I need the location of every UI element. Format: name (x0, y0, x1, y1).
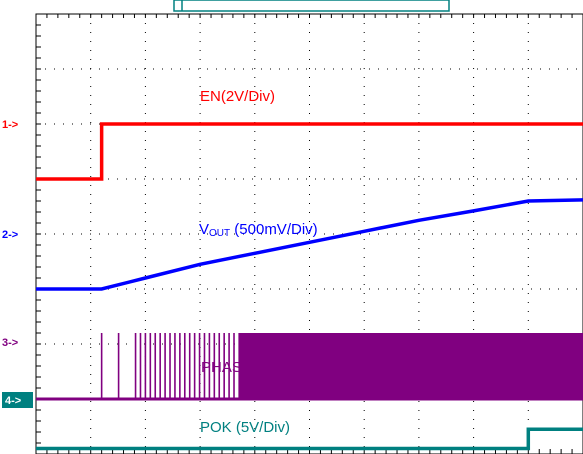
trace-en (36, 122, 583, 181)
trace-labels: EN(2V/Div) VOUT (500mV/Div) PHASE (10V/D… (199, 88, 319, 436)
trace-phase-switching (238, 333, 583, 399)
series-label-en: EN(2V/Div) (200, 88, 275, 105)
series-label-vout: VOUT (500mV/Div) (199, 221, 318, 239)
trace-pok (36, 427, 583, 451)
channel-marker-1: 1-> (2, 119, 18, 131)
channel-marker-2: 2-> (2, 229, 18, 241)
series-label-phase: PHASE (10V/Div) (201, 359, 319, 376)
timebase-indicator (173, 0, 450, 12)
series-label-pok: POK (5V/Div) (200, 419, 290, 436)
channel-marker-4-box (2, 392, 33, 408)
channel-marker-4: 4-> (5, 395, 21, 407)
channel-markers: 1-> 2-> 3-> 4-> (2, 119, 33, 408)
graticule (35, 13, 583, 454)
channel-marker-3: 3-> (2, 337, 18, 349)
traces (36, 122, 583, 451)
trace-vout (36, 198, 583, 291)
